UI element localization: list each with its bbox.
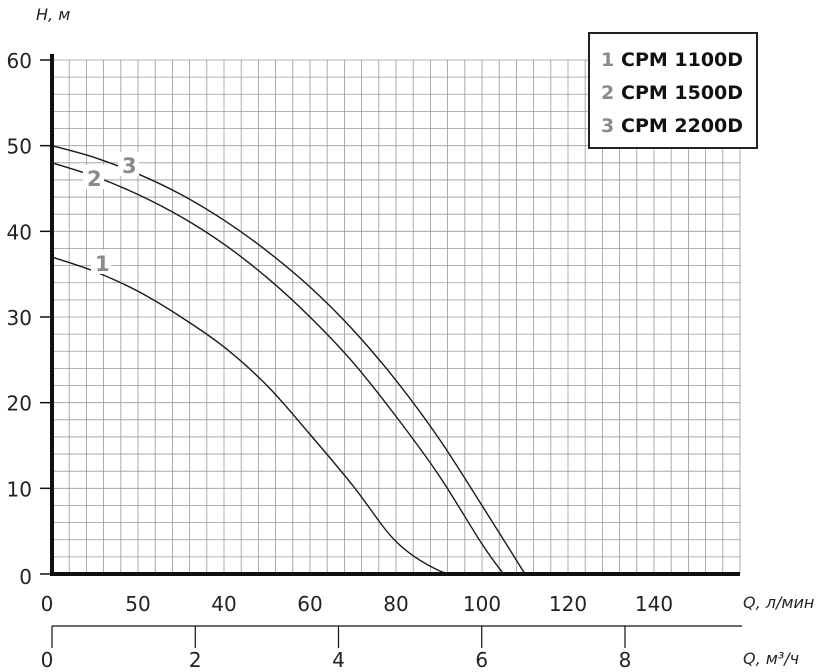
y-axis-label: H, м: [36, 5, 70, 24]
svg-text:2: 2: [87, 167, 102, 191]
series-line-3: [51, 144, 526, 575]
y-tick-label: 40: [7, 220, 32, 244]
tick-labels: 0 10 20 30 40 50 60 0 50 40 60 80 100 120 140 0 2 4 6 8: [7, 49, 674, 672]
grid: [51, 59, 741, 575]
x-tick-label: 50: [125, 592, 150, 616]
svg-text:2: 2: [601, 82, 614, 104]
x-tick-label: 0: [41, 592, 54, 616]
x2-tick-label: 2: [189, 648, 202, 672]
y-tick-label: 0: [19, 565, 32, 589]
legend-entry-3: 3 CPM 2200D: [601, 115, 743, 137]
x2-tick-label: 6: [475, 648, 488, 672]
series-line-2: [51, 162, 505, 575]
x-tick-label: 80: [383, 592, 408, 616]
svg-text:CPM 1100D: CPM 1100D: [621, 49, 743, 71]
svg-text:3: 3: [122, 154, 137, 178]
svg-text:CPM 1500D: CPM 1500D: [621, 82, 743, 104]
x-tick-label: 120: [549, 592, 587, 616]
y-tick-label: 60: [7, 49, 32, 73]
y-tick-label: 30: [7, 306, 32, 330]
legend-entry-2: 2 CPM 1500D: [601, 82, 743, 104]
x2-tick-label: 0: [41, 648, 54, 672]
y-tick-label: 20: [7, 392, 32, 416]
x-tick-label: 140: [635, 592, 673, 616]
x2-tick-label: 4: [332, 648, 345, 672]
x2-axis-label: Q, м³/ч: [743, 649, 799, 668]
legend: 1 CPM 1100D 2 CPM 1500D 3 CPM 2200D: [588, 32, 758, 149]
x-axis-label: Q, л/мин: [743, 593, 814, 612]
series-line-1: [51, 256, 465, 575]
y-tick-label: 50: [7, 135, 32, 159]
axes: [40, 54, 742, 648]
svg-text:1: 1: [601, 49, 614, 71]
svg-text:3: 3: [601, 115, 614, 137]
svg-text:CPM 2200D: CPM 2200D: [621, 115, 743, 137]
x-tick-label: 100: [463, 592, 501, 616]
curve-label-2: 2: [83, 165, 104, 191]
legend-entry-1: 1 CPM 1100D: [601, 49, 743, 71]
x-tick-label: 60: [297, 592, 322, 616]
curves: [51, 144, 526, 575]
y-tick-label: 10: [7, 477, 32, 501]
svg-text:1: 1: [95, 252, 110, 276]
x-tick-label: 40: [211, 592, 236, 616]
curve-label-1: 1: [91, 250, 111, 276]
x2-tick-label: 8: [619, 648, 632, 672]
curve-label-3: 3: [118, 152, 139, 178]
